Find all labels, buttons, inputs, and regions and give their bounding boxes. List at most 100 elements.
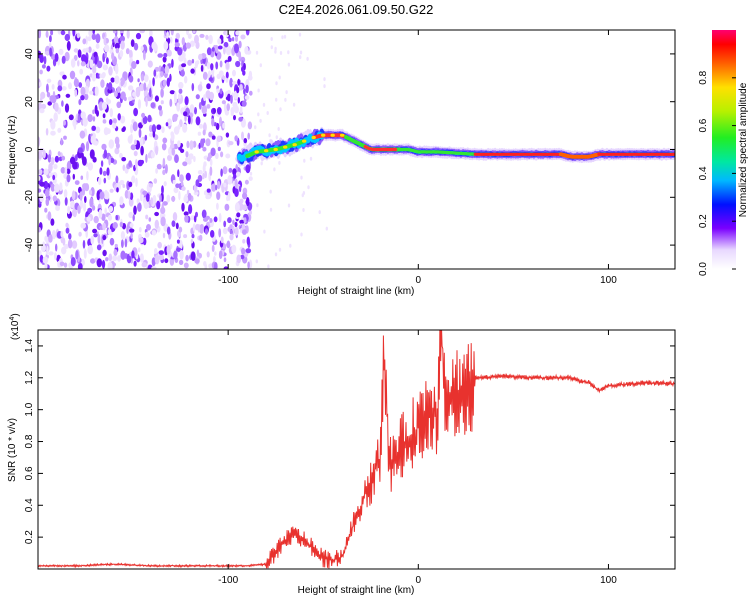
spectrogram-noise-speck [213, 108, 216, 114]
colorbar-label: Normalized spectral amplitude [738, 82, 749, 217]
spectrogram-noise-speck [244, 46, 249, 55]
spectrogram-noise-speck [78, 82, 83, 88]
spectrogram-noise-speck [222, 75, 226, 80]
spectrogram-noise-speck [92, 65, 97, 74]
spectrogram-noise-speck [234, 221, 238, 228]
spectrogram-noise-speck [88, 46, 92, 53]
spectrogram-noise-speck [108, 205, 114, 213]
spectrogram-y-tick-label: -20 [24, 190, 35, 205]
spectrogram-noise-speck [55, 205, 60, 211]
spectrogram-noise-speck [102, 170, 107, 177]
spectrogram-noise-speck [235, 35, 238, 42]
spectrogram-noise-speck [156, 200, 161, 210]
spectrogram-noise-speck [227, 217, 232, 224]
snr-multiplier-label: (x104) [9, 313, 21, 340]
spectrogram-noise-speck [92, 228, 98, 234]
spectrogram-noise-speck [177, 124, 181, 130]
spectrogram-noise-speck [68, 233, 72, 240]
spectrogram-noise-speck [213, 255, 216, 263]
spectrogram-noise-speck [143, 74, 149, 83]
spectrogram-noise-speck [102, 222, 106, 231]
spectrogram-noise-speck [75, 154, 78, 162]
spectrogram-noise-speck [160, 88, 164, 98]
spectrogram-noise-speck [91, 125, 96, 131]
spectrogram-noise-speck [177, 47, 183, 56]
spectrogram-noise-speck [185, 172, 191, 181]
spectrogram-noise-speck [147, 60, 153, 68]
spectrogram-noise-speck [119, 152, 123, 159]
spectrogram-noise-speck [170, 30, 174, 36]
spectrogram-noise-speck [163, 52, 168, 58]
spectrogram-noise-speck [184, 157, 191, 163]
spectrogram-noise-speck [141, 112, 146, 118]
spectrogram-noise-speck [66, 160, 72, 171]
spectrogram-noise-speck [213, 122, 217, 127]
spectrogram-noise-speck [82, 239, 86, 249]
spectrogram-noise-speck [190, 251, 196, 261]
spectrogram-noise-speck [240, 34, 246, 40]
spectrogram-noise-speck [137, 99, 142, 110]
spectrogram-ridge-highlight [302, 139, 307, 143]
spectrogram-noise-speck [82, 38, 87, 45]
spectrogram-noise-speck [300, 175, 303, 180]
spectrogram-noise-speck [232, 69, 236, 77]
spectrogram-noise-speck [139, 193, 143, 202]
spectrogram-noise-speck [179, 249, 184, 260]
spectrogram-noise-speck [99, 167, 103, 175]
spectrogram-noise-speck [216, 73, 221, 80]
colorbar-ticks: 0.0 0.2 0.4 0.6 0.8 [698, 70, 736, 276]
spectrogram-noise-speck [59, 261, 65, 267]
spectrogram-noise-speck [275, 97, 278, 102]
spectrogram-noise-speck [178, 81, 184, 89]
spectrogram-noise-speck [223, 257, 227, 263]
spectrogram-noise-speck [91, 72, 97, 82]
spectrogram-noise-speck [181, 37, 185, 46]
spectrogram-noise-speck [66, 40, 71, 51]
spectrogram-noise-speck [54, 155, 60, 163]
spectrogram-noise-speck [148, 183, 154, 188]
spectrogram-noise-speck [173, 250, 178, 260]
spectrogram-noise-speck [232, 168, 237, 176]
spectrogram-noise-speck [199, 234, 203, 242]
spectrogram-noise-speck [48, 172, 54, 177]
spectrogram-noise-speck [51, 84, 55, 90]
spectrogram-noise-speck [61, 155, 66, 161]
spectrogram-noise-speck [259, 63, 262, 68]
spectrogram-noise-speck [183, 234, 188, 239]
spectrogram-noise-speck [247, 132, 250, 140]
spectrogram-noise-region [38, 30, 328, 269]
spectrogram-noise-speck [117, 255, 122, 262]
spectrogram-noise-speck [112, 30, 117, 34]
spectrogram-noise-speck [323, 84, 326, 89]
spectrogram-ridge-highlight [340, 133, 345, 137]
spectrogram-noise-speck [211, 118, 215, 127]
spectrogram-noise-speck [169, 98, 173, 107]
spectrogram-noise-speck [216, 191, 221, 200]
spectrogram-noise-speck [96, 258, 103, 268]
spectrogram-noise-speck [186, 30, 189, 36]
spectrogram-noise-speck [44, 51, 50, 55]
spectrogram-noise-speck [72, 30, 76, 37]
spectrogram-noise-speck [184, 96, 189, 106]
spectrogram-noise-speck [115, 215, 118, 221]
spectrogram-noise-speck [233, 103, 238, 112]
spectrogram-noise-speck [116, 187, 119, 193]
spectrogram-noise-speck [144, 231, 150, 238]
spectrogram-noise-speck [281, 35, 284, 40]
spectrogram-noise-speck [46, 65, 51, 72]
spectrogram-y-tick-label: 0 [24, 146, 35, 152]
spectrogram-noise-speck [232, 219, 235, 225]
spectrogram-noise-speck [44, 235, 49, 242]
spectrogram-noise-speck [89, 90, 94, 95]
spectrogram-noise-speck [228, 37, 232, 42]
spectrogram-noise-speck [234, 226, 239, 236]
spectrogram-noise-speck [87, 114, 93, 123]
spectrogram-noise-speck [116, 101, 122, 109]
spectrogram-noise-speck [105, 257, 109, 262]
spectrogram-noise-speck [243, 62, 246, 71]
snr-x-tick-label: 100 [600, 575, 617, 586]
spectrogram-noise-speck [138, 237, 144, 244]
spectrogram-noise-speck [210, 63, 214, 71]
spectrogram-noise-speck [99, 191, 105, 200]
spectrogram-noise-speck [231, 37, 235, 42]
